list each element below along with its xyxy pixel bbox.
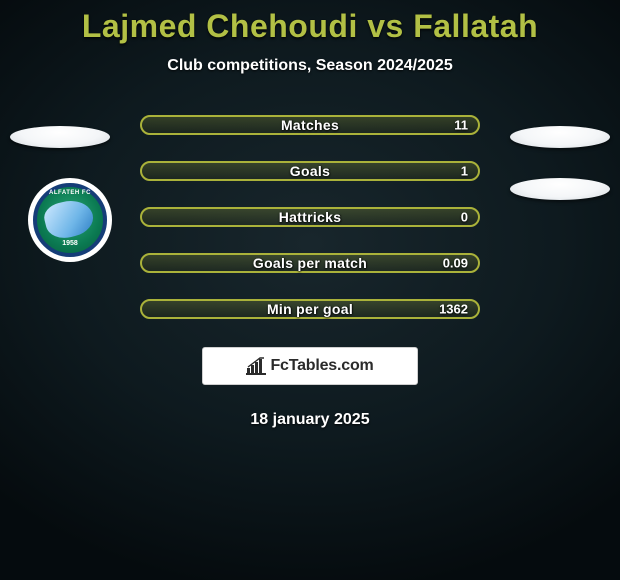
player2-club-placeholder — [510, 178, 610, 200]
stat-bar-min-per-goal: Min per goal 1362 — [140, 299, 480, 319]
stat-label: Goals — [290, 163, 330, 179]
club-top-text: ALFATEH FC — [37, 190, 103, 196]
stats-list: Matches 11 Goals 1 Hattricks 0 Goals per… — [140, 115, 480, 319]
player2-avatar-placeholder — [510, 126, 610, 148]
player1-club-logo: ALFATEH FC 1958 — [28, 178, 112, 262]
stat-value-right: 0.09 — [443, 256, 468, 271]
subtitle: Club competitions, Season 2024/2025 — [0, 57, 620, 75]
stat-value-right: 1 — [461, 164, 468, 179]
date-label: 18 january 2025 — [0, 411, 620, 429]
club-badge-icon: ALFATEH FC 1958 — [33, 183, 107, 257]
content-wrapper: Lajmed Chehoudi vs Fallatah Club competi… — [0, 0, 620, 580]
brand-name: FcTables.com — [270, 357, 373, 375]
brand-box[interactable]: FcTables.com — [202, 347, 418, 385]
club-swoosh-icon — [41, 196, 96, 243]
stat-bar-goals-per-match: Goals per match 0.09 — [140, 253, 480, 273]
stat-bar-matches: Matches 11 — [140, 115, 480, 135]
stat-value-right: 0 — [461, 210, 468, 225]
page-title: Lajmed Chehoudi vs Fallatah — [0, 8, 620, 45]
ellipse-icon — [510, 126, 610, 148]
stat-label: Goals per match — [253, 255, 367, 271]
player1-avatar-placeholder — [10, 126, 110, 148]
club-year: 1958 — [37, 240, 103, 247]
stat-label: Hattricks — [279, 209, 342, 225]
ellipse-icon — [10, 126, 110, 148]
stat-value-right: 11 — [454, 118, 468, 133]
bar-chart-icon — [246, 357, 266, 375]
stat-bar-goals: Goals 1 — [140, 161, 480, 181]
stat-value-right: 1362 — [439, 302, 468, 317]
stat-label: Min per goal — [267, 301, 353, 317]
ellipse-icon — [510, 178, 610, 200]
stat-label: Matches — [281, 117, 339, 133]
stat-bar-hattricks: Hattricks 0 — [140, 207, 480, 227]
